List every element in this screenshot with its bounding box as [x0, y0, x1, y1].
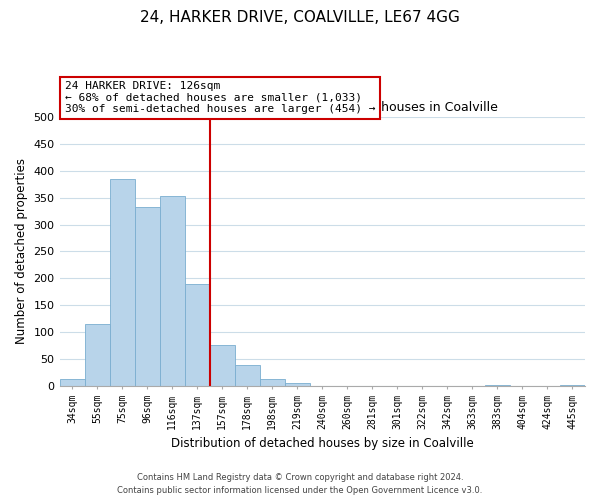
Text: 24 HARKER DRIVE: 126sqm
← 68% of detached houses are smaller (1,033)
30% of semi: 24 HARKER DRIVE: 126sqm ← 68% of detache…	[65, 81, 375, 114]
Bar	[59, 380, 85, 386]
Bar	[209, 345, 235, 386]
Bar	[134, 208, 160, 386]
Bar	[235, 366, 260, 386]
Text: 24, HARKER DRIVE, COALVILLE, LE67 4GG: 24, HARKER DRIVE, COALVILLE, LE67 4GG	[140, 10, 460, 25]
Bar	[260, 380, 285, 386]
Bar	[560, 384, 585, 386]
Y-axis label: Number of detached properties: Number of detached properties	[15, 158, 28, 344]
X-axis label: Distribution of detached houses by size in Coalville: Distribution of detached houses by size …	[171, 437, 473, 450]
Bar	[110, 179, 134, 386]
Text: Contains HM Land Registry data © Crown copyright and database right 2024.
Contai: Contains HM Land Registry data © Crown c…	[118, 474, 482, 495]
Bar	[285, 382, 310, 386]
Title: Size of property relative to detached houses in Coalville: Size of property relative to detached ho…	[147, 102, 498, 114]
Bar	[160, 196, 185, 386]
Bar	[485, 384, 510, 386]
Bar	[85, 324, 110, 386]
Bar	[185, 284, 209, 386]
